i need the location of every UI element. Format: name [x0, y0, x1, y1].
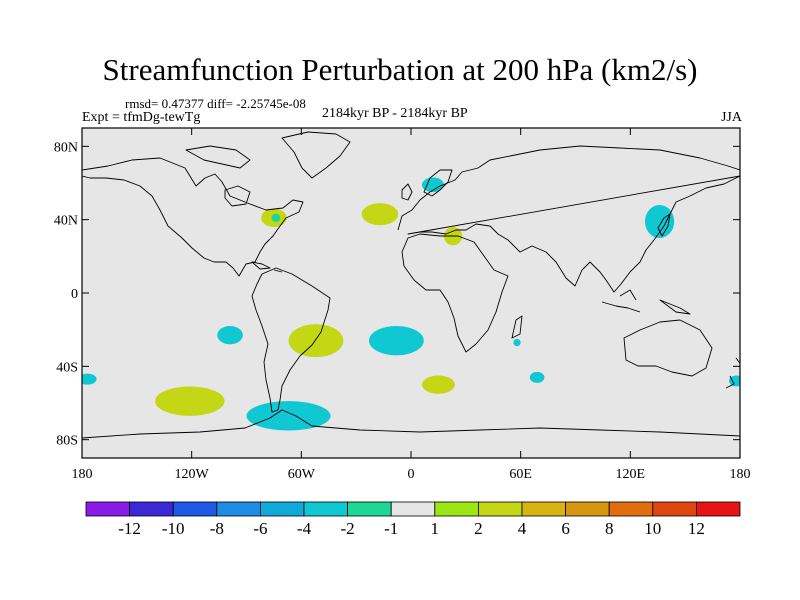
colorbar-swatch — [652, 501, 697, 517]
coast-africa — [401, 233, 509, 353]
coast-north-america — [82, 157, 304, 277]
colorbar-swatch — [347, 501, 392, 517]
colorbar-swatch — [303, 501, 348, 517]
anomaly-blob-8 — [513, 338, 521, 347]
lon-tick-label: 180 — [730, 467, 751, 482]
anomaly-blob-4 — [644, 205, 675, 238]
colorbar-swatch — [259, 501, 305, 517]
lon-tick-label: 60E — [509, 467, 532, 482]
stats-label: rmsd= 0.47377 diff= -2.25745e-08 — [125, 96, 306, 111]
colorbar-swatch — [434, 501, 479, 517]
colorbar-label: 12 — [688, 519, 705, 538]
colorbar-swatch — [390, 501, 436, 517]
lat-tick-label: 80S — [56, 434, 78, 449]
anomaly-blob-1 — [361, 203, 399, 226]
coast-greenland — [281, 131, 351, 179]
colorbar-label: 10 — [644, 519, 661, 538]
colorbar-label: 8 — [605, 519, 614, 538]
colorbar-label: -8 — [210, 519, 224, 538]
anomaly-blob-9 — [421, 375, 455, 394]
colorbar-label: -10 — [162, 519, 185, 538]
colorbar-label: -1 — [384, 519, 398, 538]
anomaly-blob-7 — [368, 326, 424, 356]
colorbar-swatch — [521, 501, 566, 517]
coast-madagascar — [511, 315, 523, 339]
coast-south-america — [251, 267, 331, 413]
colorbar-swatch — [129, 501, 174, 517]
lat-tick-label: 80N — [54, 140, 78, 155]
anomaly-blob-10 — [529, 371, 545, 383]
coast-eurasia — [397, 145, 740, 293]
anomaly-blob-6 — [288, 324, 344, 358]
lon-tick-label: 120W — [175, 467, 210, 482]
lat-tick-label: 0 — [71, 287, 78, 302]
experiment-label: Expt = tfmDg-tewTg — [82, 110, 201, 125]
anomaly-blob-13 — [155, 386, 225, 416]
lon-tick-label: 0 — [408, 467, 415, 482]
plot-title: Streamfunction Perturbation at 200 hPa (… — [102, 52, 698, 87]
coast-british-isles — [401, 183, 413, 201]
coast-indonesia — [601, 289, 691, 315]
period-label: 2184kyr BP - 2184kyr BP — [322, 106, 468, 121]
colorbar-swatch — [608, 501, 654, 517]
colorbar-label: -12 — [118, 519, 141, 538]
anomaly-blob-5 — [217, 326, 243, 345]
anomaly-layer — [82, 177, 740, 431]
anomaly-core-0 — [271, 213, 281, 222]
colorbar-label: -4 — [297, 519, 312, 538]
coast-hudson-bay — [224, 185, 251, 207]
lat-tick-label: 40S — [56, 360, 78, 375]
anomaly-blob-11 — [82, 373, 97, 385]
map-axes: 80N 40N 0 40S 80S 180 120W 60W 0 60E 120E 180 — [54, 128, 751, 482]
coastlines — [82, 131, 740, 439]
coast-japan — [657, 213, 671, 237]
coast-new-zealand — [725, 357, 740, 389]
colorbar-swatch — [477, 501, 523, 517]
anomaly-blob-12 — [729, 375, 740, 387]
colorbar-label: 1 — [431, 519, 440, 538]
colorbar-label: -6 — [253, 519, 267, 538]
colorbar-label: 2 — [474, 519, 483, 538]
lat-tick-label: 40N — [54, 214, 78, 229]
colorbar-label: 6 — [561, 519, 570, 538]
lon-tick-label: 120E — [616, 467, 646, 482]
season-label: JJA — [720, 110, 742, 125]
colorbar-label: -2 — [341, 519, 355, 538]
coast-scandinavia — [423, 169, 453, 197]
coast-australia — [623, 319, 713, 377]
colorbar-label: 4 — [518, 519, 527, 538]
colorbar: -12 -10 -8 -6 -4 -2 -1 1 2 4 6 8 10 12 — [85, 501, 741, 538]
lon-tick-label: 180 — [72, 467, 93, 482]
coast-antarctica — [82, 409, 740, 439]
colorbar-swatch — [565, 501, 610, 517]
colorbar-swatch — [172, 501, 218, 517]
anomaly-blob-14 — [246, 401, 331, 431]
anomaly-blob-2 — [421, 177, 444, 193]
colorbar-swatch — [216, 501, 261, 517]
lon-tick-label: 60W — [288, 467, 316, 482]
coast-canada-arctic — [185, 145, 251, 169]
colorbar-swatch — [85, 501, 130, 517]
colorbar-swatch — [696, 501, 741, 517]
coast-caribbean — [251, 261, 283, 273]
